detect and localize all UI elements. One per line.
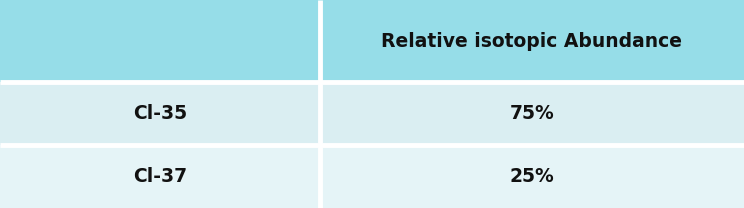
- Bar: [320, 82, 744, 145]
- Text: 75%: 75%: [510, 104, 554, 123]
- Bar: [0, 0, 320, 82]
- Text: Cl-37: Cl-37: [133, 167, 187, 186]
- Bar: [0, 82, 320, 145]
- Bar: [320, 145, 744, 208]
- Text: Relative isotopic Abundance: Relative isotopic Abundance: [382, 32, 682, 51]
- Text: 25%: 25%: [510, 167, 554, 186]
- Bar: [320, 0, 744, 82]
- Text: Cl-35: Cl-35: [133, 104, 187, 123]
- Bar: [0, 145, 320, 208]
